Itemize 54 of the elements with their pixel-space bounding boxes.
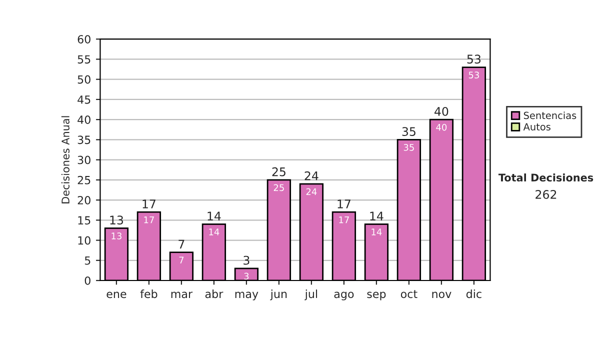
total-label: 3 — [244, 256, 250, 265]
data-label: 13 — [112, 232, 122, 240]
total-label: 13 — [110, 216, 124, 225]
total-label: 17 — [338, 200, 350, 208]
data-label: 14 — [372, 228, 382, 236]
total-label: 53 — [467, 54, 481, 64]
total-label: 17 — [142, 200, 156, 208]
x-tick-label: sep — [367, 292, 386, 300]
y-tick-label: 60 — [78, 35, 90, 44]
x-tick-label: oct — [400, 290, 418, 298]
y-tick-label: 45 — [78, 96, 90, 104]
legend-label: Sentencias — [524, 112, 576, 120]
data-label: 24 — [306, 188, 317, 195]
y-tick-label: 0 — [84, 276, 90, 285]
total-label: 40 — [434, 106, 448, 116]
y-tick-label: 50 — [78, 75, 90, 84]
y-tick-label: 55 — [78, 55, 90, 64]
y-tick-label: 5 — [84, 256, 90, 265]
x-tick-label: dic — [466, 290, 482, 298]
x-tick-label: jun — [270, 290, 287, 300]
total-label: 7 — [178, 240, 184, 248]
total-label: 14 — [208, 212, 221, 220]
y-tick-label: 25 — [78, 176, 90, 184]
x-tick-label: ago — [334, 292, 354, 300]
x-tick-label: ene — [106, 292, 126, 298]
data-label: 7 — [179, 256, 184, 264]
y-tick-label: 15 — [78, 216, 90, 225]
y-axis-title: Decisiones Anual — [61, 116, 70, 204]
x-tick-label: abr — [205, 290, 224, 298]
data-label: 17 — [339, 216, 349, 224]
y-tick-label: 35 — [78, 136, 90, 144]
total-label: 14 — [370, 212, 384, 220]
total-label: 25 — [272, 167, 286, 176]
data-label: 25 — [274, 184, 284, 192]
y-tick-label: 10 — [78, 236, 90, 245]
x-tick-label: feb — [140, 290, 158, 298]
x-tick-label: jul — [304, 290, 318, 300]
total-label: 24 — [304, 171, 318, 180]
y-tick-label: 20 — [78, 196, 90, 204]
data-label: 17 — [144, 216, 154, 224]
data-label: 3 — [244, 272, 249, 280]
x-tick-label: may — [235, 292, 258, 300]
legend-label: Autos — [523, 123, 550, 130]
text: Total Decisiones — [498, 173, 594, 182]
data-label: 40 — [436, 124, 447, 131]
total-label: 35 — [402, 127, 416, 136]
text: 262 — [536, 190, 556, 199]
y-tick-label: 40 — [78, 116, 90, 124]
data-label: 35 — [404, 144, 414, 151]
data-label: 53 — [468, 72, 479, 78]
x-tick-label: nov — [432, 292, 452, 298]
y-tick-label: 30 — [78, 156, 90, 164]
data-label: 14 — [209, 228, 220, 236]
x-tick-label: mar — [171, 292, 193, 298]
